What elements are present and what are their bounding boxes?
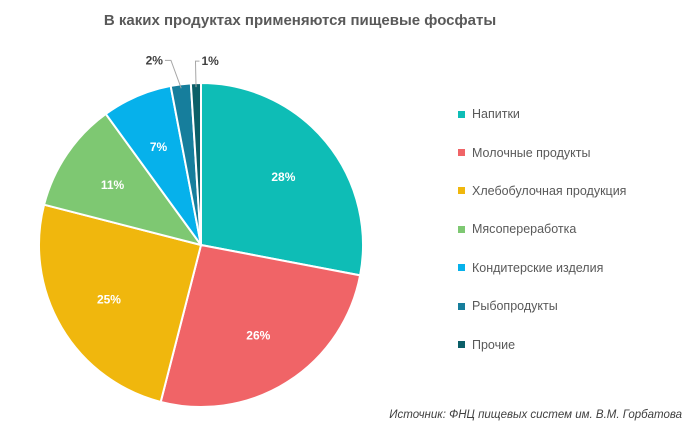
legend-swatch-5 [458,264,465,272]
legend-item-7: Прочие [458,325,626,363]
data-label-2: 26% [246,328,270,342]
data-label-3: 25% [97,292,121,306]
pie-slice-4 [42,112,204,247]
legend-swatch-3 [458,187,465,195]
legend-item-1: Напитки [458,95,626,133]
legend-label-2: Молочные продукты [472,145,591,160]
pie-slice-2 [159,243,362,408]
legend-item-2: Молочные продукты [458,133,626,171]
legend-swatch-7 [458,341,465,349]
data-label-4: 11% [101,178,125,192]
legend-swatch-1 [458,110,465,118]
legend-swatch-4 [458,225,465,233]
leader-line-6 [164,59,182,89]
legend-swatch-6 [458,302,465,310]
legend-item-4: Мясопереработка [458,210,626,248]
legend-item-5: Кондитерские изделия [458,249,626,287]
legend-label-4: Мясопереработка [472,222,577,237]
data-label-7: 1% [201,54,219,68]
legend-label-7: Прочие [472,337,516,352]
legend-label-3: Хлебобулочная продукция [472,183,627,198]
legend-swatch-2 [458,149,465,157]
data-label-1: 28% [271,170,295,184]
legend-label-1: Напитки [472,107,520,122]
legend-label-6: Рыбопродукты [472,299,558,314]
legend-label-5: Кондитерские изделия [472,260,604,275]
legend-item-6: Рыбопродукты [458,287,626,325]
source-note: Источник: ФНЦ пищевых систем им. В.М. Го… [389,409,682,421]
chart-title: В каких продуктах применяются пищевые фо… [103,12,497,29]
pie-slice-3 [38,203,203,404]
leader-line-7 [194,60,200,88]
chart-legend: Напитки Молочные продукты Хлебобулочная пр… [458,95,626,364]
data-label-5: 7% [150,140,168,154]
legend-item-3: Хлебобулочная продукция [458,172,626,210]
pie-slice-1 [200,81,364,277]
data-label-6: 2% [146,53,164,67]
